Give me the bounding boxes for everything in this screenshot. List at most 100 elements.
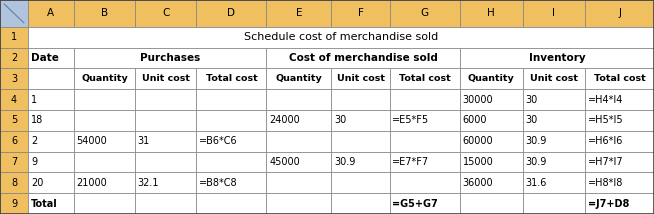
Bar	[28, 89, 74, 110]
Bar	[390, 0, 460, 27]
Text: H: H	[487, 8, 495, 18]
Text: Total cost: Total cost	[594, 74, 645, 83]
Text: 30.9: 30.9	[525, 136, 547, 146]
Bar	[135, 0, 196, 27]
Bar	[523, 89, 585, 110]
Text: E: E	[296, 8, 302, 18]
Text: Total cost: Total cost	[205, 74, 257, 83]
Text: C: C	[162, 8, 169, 18]
Bar	[28, 110, 74, 131]
Bar	[135, 131, 196, 152]
Text: 8: 8	[11, 178, 17, 188]
Text: J: J	[618, 8, 621, 18]
Bar	[135, 89, 196, 110]
Text: 60000: 60000	[462, 136, 493, 146]
Bar	[332, 110, 390, 131]
Text: =B6*C6: =B6*C6	[199, 136, 237, 146]
Bar	[332, 193, 390, 214]
Text: Total: Total	[31, 199, 58, 209]
Bar	[74, 152, 135, 172]
Text: 32.1: 32.1	[138, 178, 159, 188]
Bar	[0, 68, 28, 89]
Text: Quantity: Quantity	[81, 74, 128, 83]
Text: 1: 1	[11, 32, 17, 42]
Bar	[390, 89, 460, 110]
Text: 36000: 36000	[462, 178, 493, 188]
Bar	[460, 172, 523, 193]
Bar	[585, 131, 654, 152]
Text: 30: 30	[334, 115, 347, 125]
Text: F: F	[358, 8, 364, 18]
Text: Purchases: Purchases	[140, 53, 200, 63]
Text: 24000: 24000	[269, 115, 300, 125]
Text: 5: 5	[11, 115, 17, 125]
Bar	[135, 172, 196, 193]
Text: D: D	[228, 8, 235, 18]
Bar	[0, 0, 28, 27]
Text: 15000: 15000	[462, 157, 493, 167]
Bar	[196, 68, 266, 89]
Text: 30.9: 30.9	[525, 157, 547, 167]
Text: B: B	[101, 8, 108, 18]
Bar	[74, 110, 135, 131]
Bar	[266, 152, 332, 172]
Text: Quantity: Quantity	[468, 74, 515, 83]
Text: 20: 20	[31, 178, 44, 188]
Bar	[332, 0, 390, 27]
Bar	[74, 89, 135, 110]
Bar	[523, 172, 585, 193]
Bar	[74, 0, 135, 27]
Bar	[390, 172, 460, 193]
Bar	[332, 89, 390, 110]
Bar	[460, 110, 523, 131]
Bar	[585, 110, 654, 131]
Bar	[523, 131, 585, 152]
Text: 45000: 45000	[269, 157, 300, 167]
Bar	[28, 193, 74, 214]
Bar	[196, 152, 266, 172]
Bar	[390, 193, 460, 214]
Text: 2: 2	[31, 136, 37, 146]
Bar	[585, 0, 654, 27]
Bar	[266, 110, 332, 131]
Text: =H5*I5: =H5*I5	[588, 115, 624, 125]
Text: 30: 30	[525, 115, 538, 125]
Bar	[0, 131, 28, 152]
Bar	[28, 172, 74, 193]
Bar	[135, 110, 196, 131]
Bar	[0, 89, 28, 110]
Bar	[28, 48, 74, 68]
Bar	[523, 193, 585, 214]
Text: Unit cost: Unit cost	[337, 74, 385, 83]
Bar	[523, 152, 585, 172]
Text: 30: 30	[525, 95, 538, 105]
Text: =J7+D8: =J7+D8	[588, 199, 629, 209]
Text: Unit cost: Unit cost	[530, 74, 578, 83]
Bar	[28, 152, 74, 172]
Text: 30000: 30000	[462, 95, 493, 105]
Text: 9: 9	[31, 157, 37, 167]
Text: 1: 1	[31, 95, 37, 105]
Text: 7: 7	[11, 157, 17, 167]
Bar	[585, 193, 654, 214]
Bar	[460, 193, 523, 214]
Bar	[332, 152, 390, 172]
Bar	[266, 172, 332, 193]
Text: =G5+G7: =G5+G7	[392, 199, 438, 209]
Bar	[332, 68, 390, 89]
Text: Inventory: Inventory	[528, 53, 585, 63]
Bar	[332, 131, 390, 152]
Text: Date: Date	[31, 53, 60, 63]
Text: =H6*I6: =H6*I6	[588, 136, 623, 146]
Text: G: G	[421, 8, 429, 18]
Bar	[135, 193, 196, 214]
Bar	[28, 68, 74, 89]
Bar	[460, 68, 523, 89]
Text: =E5*F5: =E5*F5	[392, 115, 430, 125]
Text: =H7*I7: =H7*I7	[588, 157, 624, 167]
Text: 31: 31	[138, 136, 150, 146]
Bar	[266, 68, 332, 89]
Bar	[390, 131, 460, 152]
Text: =B8*C8: =B8*C8	[199, 178, 237, 188]
Bar	[266, 89, 332, 110]
